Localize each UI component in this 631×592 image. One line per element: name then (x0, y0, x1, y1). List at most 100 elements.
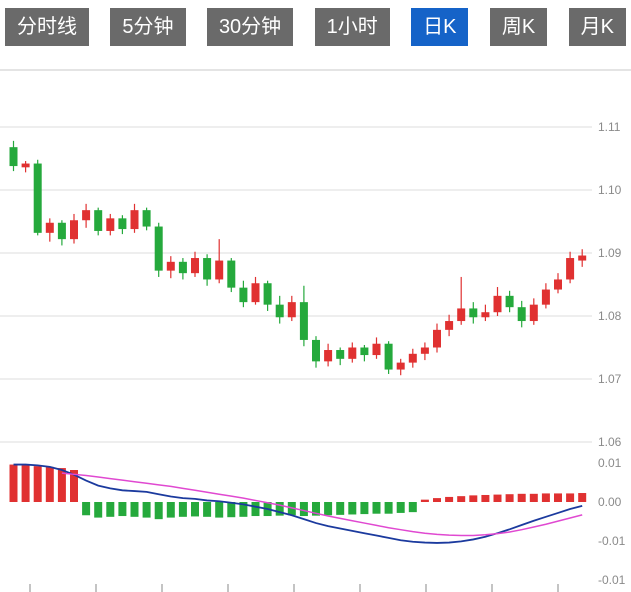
price-axis-label: 1.09 (598, 246, 622, 260)
macd-bar (312, 502, 320, 516)
candle-body (481, 312, 490, 318)
candle-body (372, 343, 381, 356)
candle-body (396, 362, 405, 370)
macd-bar (493, 494, 502, 502)
macd-axis-label: -0.01 (598, 573, 626, 587)
macd-bar (566, 493, 575, 502)
macd-bar (191, 502, 199, 517)
candle-body (70, 220, 78, 240)
macd-bar (396, 502, 405, 513)
macd-bar (57, 468, 66, 502)
candle-body (493, 295, 502, 313)
candle-body (420, 347, 429, 354)
candle-body (566, 258, 575, 280)
tab-1hour[interactable]: 1小时 (314, 8, 390, 46)
candle-body (505, 295, 514, 308)
macd-bar (45, 466, 54, 502)
candle-body (408, 353, 417, 363)
macd-bar (70, 470, 78, 502)
candle-body (578, 255, 587, 261)
candle-body (191, 258, 199, 274)
macd-bar (166, 502, 175, 518)
macd-bar (408, 502, 417, 513)
price-axis-label: 1.08 (598, 309, 622, 323)
macd-bar (517, 493, 526, 502)
candle-body (118, 218, 127, 230)
candle-body (312, 339, 320, 362)
macd-bar (336, 502, 345, 515)
macd-bar (203, 502, 212, 517)
macd-bar (554, 493, 562, 502)
candle-body (227, 260, 236, 288)
candle-body (348, 347, 357, 359)
candle-body (33, 163, 42, 233)
macd-bar (227, 502, 236, 518)
candle-body (433, 329, 441, 348)
dif-line (13, 463, 583, 544)
tab-30min[interactable]: 30分钟 (206, 8, 294, 46)
candle-body (529, 304, 538, 322)
macd-bar (9, 464, 18, 502)
candle-body (82, 210, 91, 221)
candle-body (154, 226, 163, 271)
macd-bar (275, 502, 284, 516)
candle-body (517, 307, 526, 322)
candle-body (94, 210, 103, 231)
macd-bar (299, 502, 308, 517)
candle-body (554, 279, 562, 290)
candle-body (21, 163, 30, 168)
interval-tabbar: 分时线 5分钟 30分钟 1小时 日K 周K 月K (0, 8, 631, 46)
candle-body (142, 210, 151, 227)
price-axis-label: 1.07 (598, 372, 622, 386)
macd-bar (324, 502, 333, 516)
macd-bar (251, 502, 260, 517)
macd-bar (529, 493, 538, 502)
macd-axis-label: 0.01 (598, 456, 622, 470)
macd-bar (384, 502, 393, 514)
candle-body (45, 222, 54, 233)
macd-bar (178, 502, 187, 517)
candle-body (130, 210, 139, 230)
candle-body (457, 308, 466, 322)
macd-bar (118, 502, 127, 517)
macd-bar (287, 502, 296, 516)
candle-body (445, 321, 454, 330)
tab-weekly-k[interactable]: 周K (489, 8, 548, 46)
candle-body (178, 261, 187, 274)
tab-timeline[interactable]: 分时线 (5, 8, 89, 46)
macd-bar (457, 496, 466, 502)
macd-bar (372, 502, 381, 514)
tab-monthly-k[interactable]: 月K (568, 8, 626, 46)
macd-bar (82, 502, 91, 516)
macd-bar (142, 502, 151, 518)
candle-body (106, 218, 115, 231)
macd-bar (360, 502, 369, 515)
candle-body (215, 260, 224, 280)
candle-body (166, 261, 175, 271)
macd-bar (106, 502, 115, 517)
candle-body (360, 347, 369, 356)
price-axis-label: 1.10 (598, 183, 622, 197)
macd-bar (239, 502, 248, 517)
macd-bar (154, 502, 163, 520)
candle-body (275, 304, 284, 318)
tab-5min[interactable]: 5分钟 (110, 8, 186, 46)
candle-body (469, 308, 478, 318)
macd-bar (578, 493, 587, 502)
price-axis-label: 1.06 (598, 435, 622, 449)
macd-bar (94, 502, 103, 518)
candle-body (324, 350, 333, 362)
candle-body (9, 147, 18, 167)
macd-bar (481, 494, 490, 502)
macd-bar (445, 496, 454, 502)
tab-daily-k[interactable]: 日K (411, 8, 469, 46)
candle-body (263, 283, 272, 305)
candle-body (57, 222, 66, 240)
macd-bar (420, 499, 429, 502)
macd-axis-label: 0.00 (598, 495, 622, 509)
macd-bar (33, 466, 42, 502)
macd-bar (433, 498, 441, 502)
dea-line (61, 472, 583, 537)
